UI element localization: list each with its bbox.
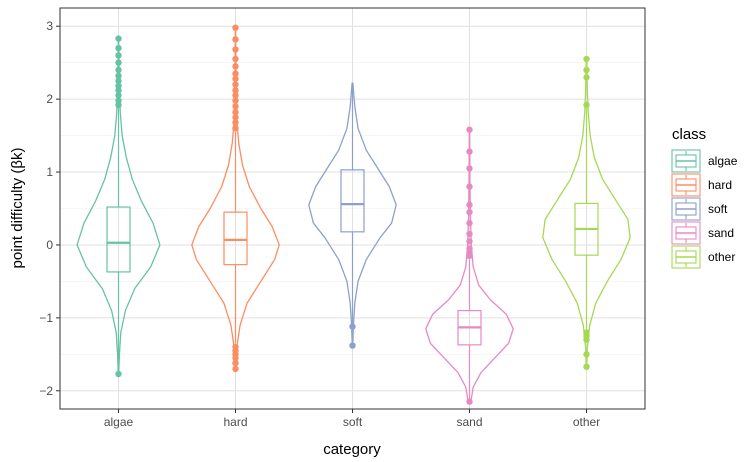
outlier-point: [232, 114, 239, 121]
legend-label: hard: [708, 178, 732, 192]
outlier-point: [466, 126, 473, 133]
outlier-point: [232, 103, 239, 110]
outlier-point: [232, 55, 239, 63]
outlier-point: [232, 97, 239, 104]
x-ticks: algae hard soft sand other: [104, 409, 600, 429]
x-axis-title: category: [323, 441, 381, 458]
outlier-point: [349, 342, 356, 349]
outlier-point: [115, 92, 122, 99]
outlier-point: [115, 82, 122, 90]
outlier-point: [232, 81, 239, 88]
outlier-point: [232, 359, 239, 367]
outlier-point: [232, 36, 239, 43]
y-axis-title: point difficulty (βk): [9, 148, 26, 269]
outlier-point: [466, 238, 473, 245]
box: [340, 169, 365, 233]
outlier-point: [115, 66, 122, 74]
outlier-point: [466, 245, 473, 252]
legend-label: other: [708, 250, 735, 264]
outlier-point: [466, 201, 473, 209]
outlier-point: [583, 74, 590, 81]
outlier-point: [583, 336, 590, 343]
box: [223, 211, 248, 266]
outlier-point: [232, 63, 239, 70]
outlier-point: [583, 363, 590, 370]
outlier-point: [232, 70, 239, 77]
violin-group: [76, 35, 161, 378]
violin-group: [425, 126, 514, 405]
legend-label: sand: [708, 226, 734, 240]
y-tick-label: 1: [46, 165, 53, 179]
outlier-point: [115, 370, 122, 378]
box: [106, 206, 131, 273]
y-tick-label: −1: [39, 311, 53, 325]
x-tick-label: other: [573, 415, 600, 429]
violins: [76, 24, 631, 405]
legend: class algae hard soft sand other: [671, 126, 738, 269]
violin-group: [308, 82, 397, 349]
x-tick-label: hard: [223, 415, 247, 429]
violin-group: [542, 55, 631, 370]
outlier-point: [115, 52, 122, 59]
y-tick-label: −2: [39, 384, 53, 398]
x-tick-label: sand: [456, 415, 482, 429]
outlier-point: [583, 55, 590, 63]
outlier-point: [232, 46, 239, 53]
outlier-point: [232, 119, 239, 126]
outlier-point: [466, 219, 473, 227]
outlier-point: [115, 77, 122, 85]
outlier-point: [466, 230, 473, 238]
outlier-point: [232, 87, 239, 94]
outlier-point: [232, 109, 239, 116]
outlier-point: [466, 208, 473, 216]
outlier-point: [466, 165, 473, 172]
outlier-point: [466, 183, 473, 190]
legend-title: class: [672, 126, 706, 143]
outlier-point: [115, 87, 122, 94]
outlier-point: [115, 101, 122, 109]
y-ticks: −2 −1 0 1 2 3: [39, 19, 60, 398]
legend-key: [671, 149, 701, 173]
x-tick-label: algae: [104, 415, 134, 429]
outlier-point: [466, 148, 473, 155]
outlier-point: [115, 59, 122, 66]
outlier-point: [232, 125, 239, 132]
outlier-point: [232, 75, 239, 82]
outlier-point: [232, 24, 239, 31]
x-tick-label: soft: [343, 415, 363, 429]
y-tick-label: 3: [46, 19, 53, 33]
outlier-point: [115, 97, 122, 104]
violin-group: [191, 24, 280, 373]
outlier-point: [583, 351, 590, 358]
outlier-point: [232, 365, 239, 373]
outlier-point: [232, 343, 239, 351]
legend-key: [671, 221, 701, 245]
outlier-point: [349, 323, 356, 330]
legend-label: soft: [708, 202, 728, 216]
outlier-point: [583, 66, 590, 74]
outlier-point: [466, 398, 473, 405]
legend-key: [671, 197, 701, 221]
outlier-point: [232, 92, 239, 99]
y-tick-label: 2: [46, 92, 53, 106]
outlier-point: [115, 35, 122, 42]
legend-key: [671, 245, 701, 269]
violin-shape: [308, 82, 397, 347]
legend-label: algae: [708, 154, 738, 168]
outlier-point: [115, 72, 122, 80]
legend-key: [671, 173, 701, 197]
outlier-point: [115, 44, 122, 52]
y-tick-label: 0: [46, 238, 53, 252]
outlier-point: [583, 101, 590, 109]
